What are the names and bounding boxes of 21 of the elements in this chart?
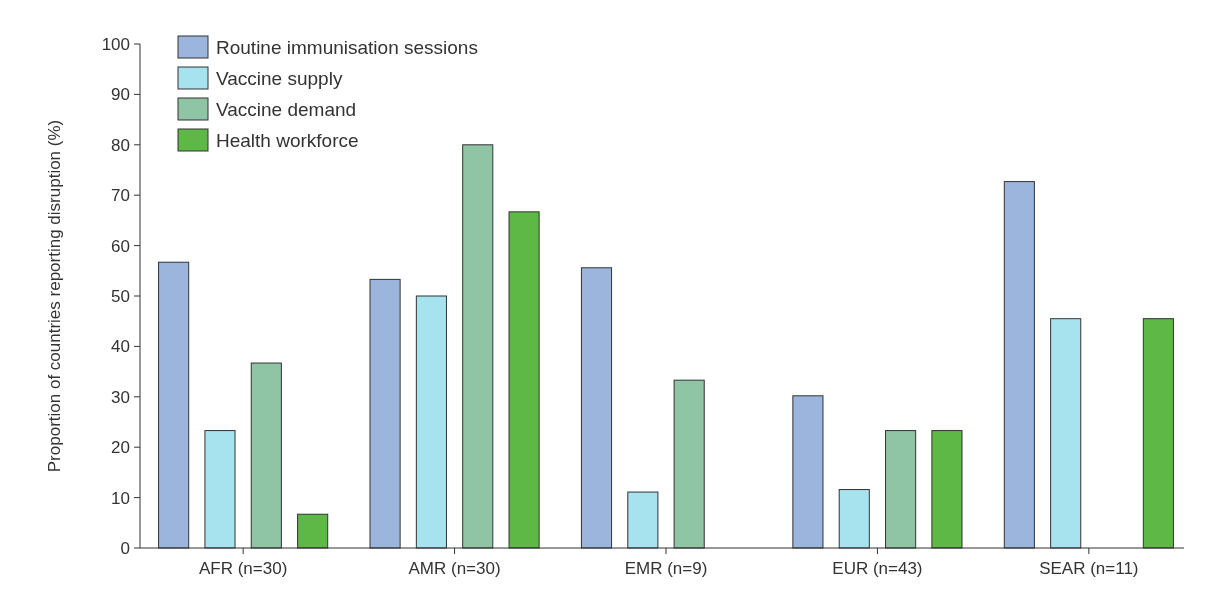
y-tick-label: 0 [120,538,130,558]
legend-label: Routine immunisation sessions [216,36,478,58]
legend-label: Vaccine supply [216,67,343,89]
x-tick-label: EUR (n=43) [832,559,923,578]
legend-label: Vaccine demand [216,98,357,120]
y-tick-label: 50 [111,286,130,306]
y-tick-label: 60 [111,236,130,256]
y-tick-label: 10 [111,488,130,508]
y-tick-label: 100 [101,34,130,54]
y-tick-label: 90 [111,85,130,105]
x-tick-label: AFR (n=30) [198,559,288,578]
y-tick-label: 30 [111,387,130,407]
x-tick-label: SEAR (n=11) [1039,559,1139,578]
y-tick-label: 80 [111,135,130,155]
y-tick-label: 40 [111,337,130,357]
x-tick-label: AMR (n=30) [408,559,501,578]
legend-label: Health workforce [216,129,359,151]
y-tick-label: 70 [111,186,130,206]
x-tick-label: EMR (n=9) [624,559,708,578]
y-tick-label: 20 [111,438,130,458]
y-axis-title: Proportion of countries reporting disruption (%) [45,119,64,473]
